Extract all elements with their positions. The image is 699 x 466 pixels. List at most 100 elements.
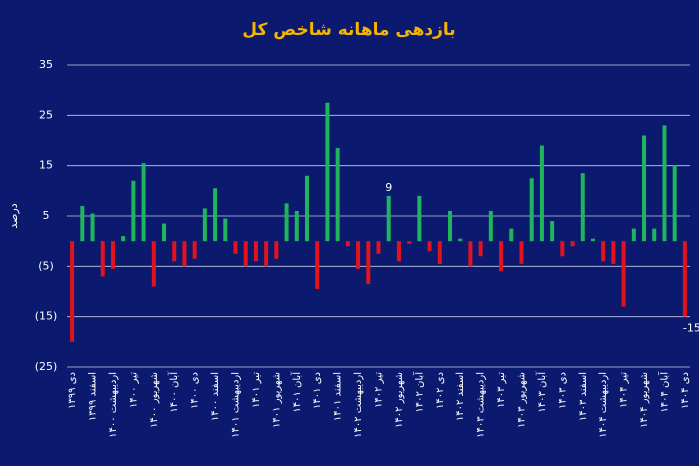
x-tick-label: دی ۱۴۰۲	[435, 372, 446, 409]
bar	[376, 241, 381, 254]
y-axis-label: درصد	[7, 203, 20, 228]
bar	[213, 188, 218, 242]
value-label: 9	[385, 181, 392, 194]
x-tick-label: دی ۱۴۰۳	[557, 372, 568, 409]
y-tick-label: 5	[43, 209, 50, 222]
bar	[100, 241, 105, 277]
bar	[172, 241, 177, 262]
x-tick-label: دی ۱۳۹۹	[67, 372, 78, 409]
bar	[294, 210, 299, 242]
bar	[458, 238, 463, 242]
bar	[570, 241, 575, 247]
bar	[233, 241, 238, 254]
bar	[601, 241, 606, 262]
x-tick-label: اسفند ۱۴۰۲	[455, 372, 466, 421]
x-tick-label: تیر ۱۴۰۴	[619, 372, 630, 408]
bar	[539, 145, 544, 242]
x-tick-label: تیر ۱۴۰۳	[496, 372, 507, 408]
bar	[356, 241, 361, 269]
bar	[580, 173, 585, 242]
bar	[264, 241, 269, 267]
x-tick-label: اردیبهشت ۱۴۰۲	[353, 372, 364, 438]
bar	[70, 241, 75, 342]
x-tick-label: تیر ۱۴۰۰	[128, 372, 139, 408]
bar	[478, 241, 483, 257]
x-tick-label: آبان ۱۴۰۰	[167, 371, 180, 413]
bar	[642, 135, 647, 242]
bar	[141, 163, 146, 242]
bar	[611, 241, 616, 264]
x-tick-label: اردیبهشت ۱۴۰۳	[476, 372, 487, 438]
bar	[488, 210, 493, 242]
bar	[202, 208, 207, 242]
x-tick-label: اسفند ۱۴۰۱	[333, 372, 344, 421]
bar	[447, 210, 452, 242]
y-tick-label: 35	[39, 58, 53, 71]
bar	[590, 238, 595, 242]
x-tick-label: آبان ۱۴۰۱	[290, 371, 303, 413]
x-tick-label: شهریور ۱۴۰۱	[271, 372, 282, 428]
bar	[396, 241, 401, 262]
bar	[682, 241, 687, 317]
bar	[253, 241, 258, 262]
bar	[121, 236, 126, 242]
x-tick-label: شهریور ۱۴۰۲	[394, 372, 405, 428]
bar	[315, 241, 320, 289]
bar	[468, 241, 473, 267]
bar	[90, 213, 95, 242]
value-label: -15	[683, 322, 699, 335]
x-tick-label: شهریور ۱۴۰۰	[149, 372, 160, 428]
y-tick-label: 15	[39, 159, 53, 172]
bar	[162, 223, 167, 242]
bar	[131, 180, 136, 242]
bar	[151, 241, 156, 287]
bar	[305, 175, 310, 242]
bar	[662, 125, 667, 242]
x-tick-label: اردیبهشت ۱۴۰۰	[108, 372, 119, 438]
x-tick-label: اسفند ۱۴۰۰	[210, 372, 221, 421]
bar	[182, 241, 187, 267]
x-tick-label: آبان ۱۴۰۳	[535, 371, 548, 413]
bar	[652, 228, 657, 242]
x-tick-label: آبان ۱۴۰۲	[412, 371, 425, 413]
bar	[519, 241, 524, 264]
bar	[672, 165, 677, 242]
bar	[437, 241, 442, 264]
x-tick-label: شهریور ۱۴۰۳	[516, 372, 527, 428]
bar	[110, 241, 115, 269]
bar	[223, 218, 228, 242]
x-tick-label: تیر ۱۴۰۲	[374, 372, 385, 408]
bar	[284, 203, 289, 242]
bar	[417, 195, 422, 242]
x-tick-label: آبان ۱۴۰۴	[657, 371, 670, 413]
chart-title: بازدهی ماهانه شاخص کل	[242, 20, 455, 40]
bar	[427, 241, 432, 252]
bar	[345, 241, 350, 247]
bar	[621, 241, 626, 307]
x-tick-label: دی ۱۴۰۰	[190, 372, 201, 409]
x-tick-label: تیر ۱۴۰۱	[251, 372, 262, 408]
bar	[386, 195, 391, 242]
bar	[407, 241, 412, 244]
bar	[529, 178, 534, 242]
x-tick-label: اسفند ۱۴۰۳	[578, 372, 589, 421]
bar	[192, 241, 197, 259]
y-tick-label: (5)	[38, 259, 54, 272]
bar	[274, 241, 279, 259]
bar	[509, 228, 514, 242]
bar	[499, 241, 504, 272]
x-tick-label: شهریور ۱۴۰۴	[639, 372, 650, 428]
bar	[80, 205, 85, 242]
y-tick-label: 25	[39, 108, 53, 121]
bar	[366, 241, 371, 284]
x-tick-label: دی ۱۴۰۴	[680, 372, 691, 409]
y-tick-label: (15)	[35, 310, 58, 323]
x-tick-label: دی ۱۴۰۱	[312, 372, 323, 409]
bar	[560, 241, 565, 257]
y-tick-label: (25)	[35, 360, 58, 373]
x-tick-label: اردیبهشت ۱۴۰۱	[231, 372, 242, 438]
bar	[550, 221, 555, 242]
bar	[325, 102, 330, 242]
